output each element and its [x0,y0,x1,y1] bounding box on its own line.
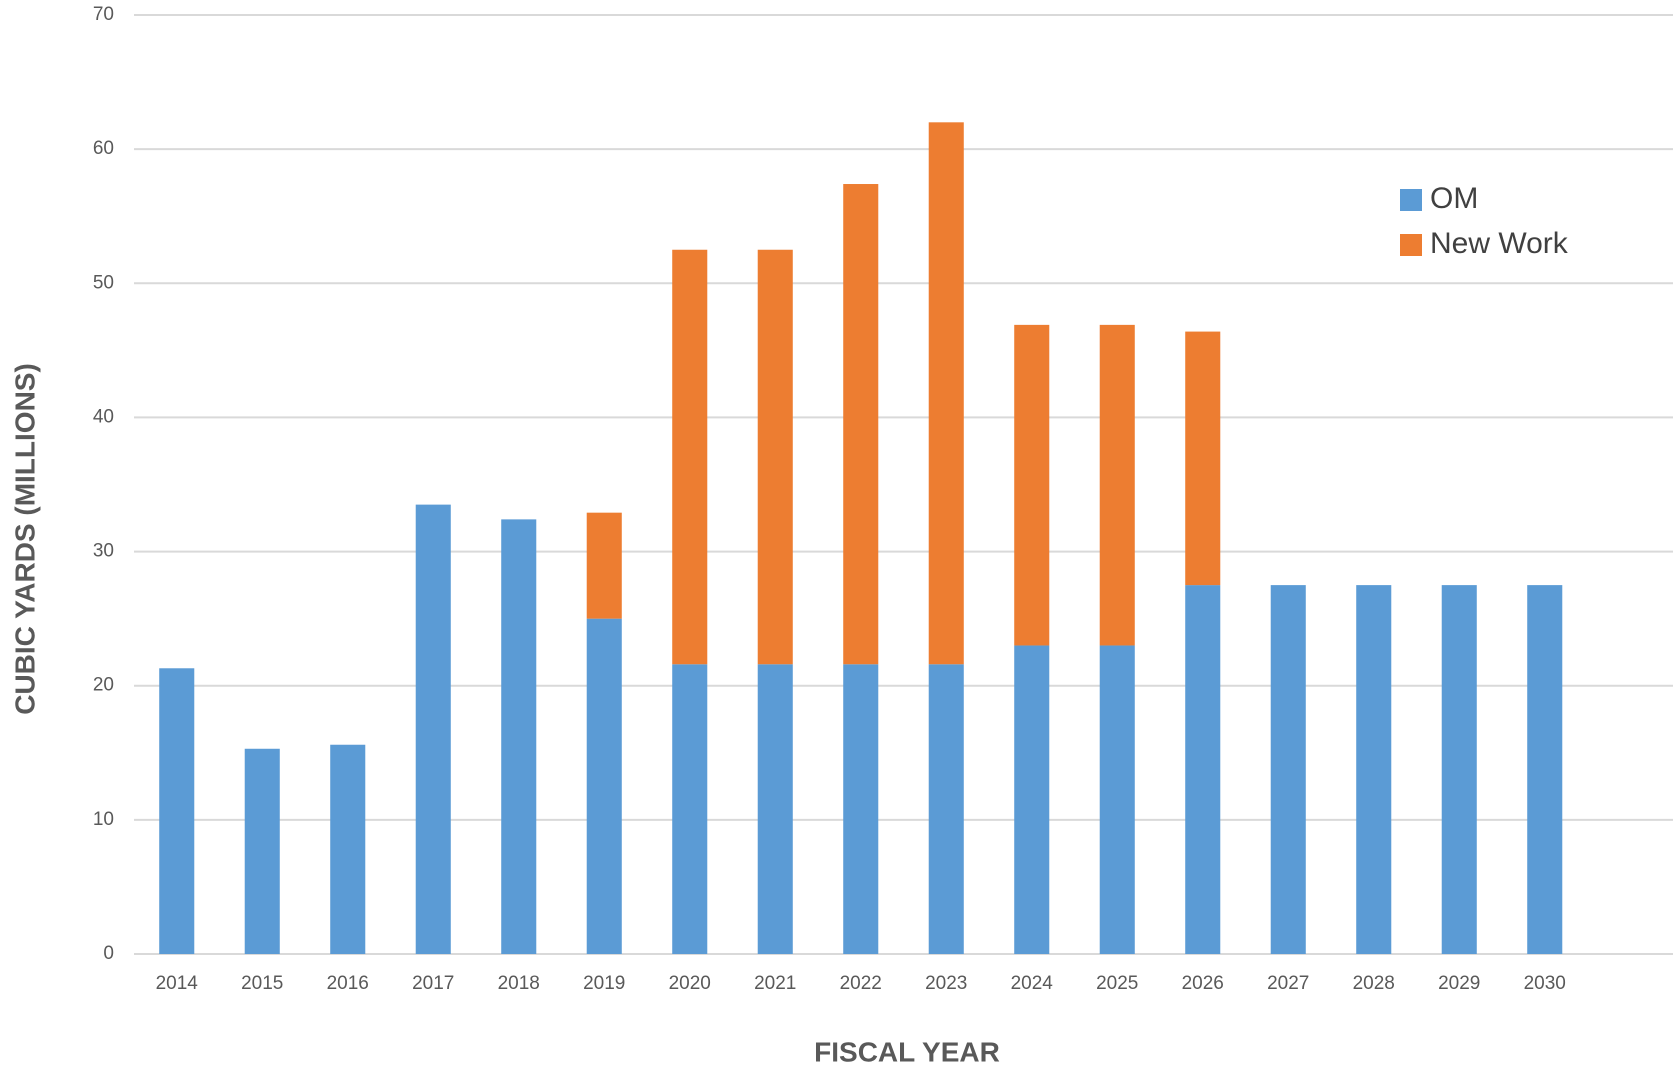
bar-segment [330,744,366,954]
legend-label: OM [1430,182,1478,215]
bar-segment [757,664,793,954]
x-tick-label: 2019 [583,973,625,994]
legend-swatch [1400,189,1422,211]
legend-swatch [1400,234,1422,256]
y-tick-label: 70 [93,4,114,25]
y-tick-label: 20 [93,675,114,696]
bar-segment [928,664,964,954]
y-tick-label: 30 [93,541,114,562]
x-axis-title: FISCAL YEAR [814,1036,1000,1067]
bar-segment [1270,585,1306,954]
bar-segment [1099,645,1135,954]
y-tick-label: 50 [93,272,114,293]
x-tick-label: 2014 [156,973,199,994]
x-tick-label: 2029 [1438,973,1480,994]
y-tick-label: 40 [93,406,114,427]
y-tick-label: 0 [103,943,114,964]
x-tick-label: 2017 [412,973,454,994]
x-tick-label: 2024 [1011,973,1054,994]
bar-segment [843,664,879,954]
bar-segment [159,668,195,954]
bar-segment [1014,645,1050,954]
bar-segment [757,249,793,665]
bar-segment [415,504,451,954]
bar-segment [586,512,622,619]
y-axis-title: CUBIC YARDS (MILLIONS) [9,363,40,715]
x-tick-label: 2026 [1182,973,1224,994]
x-tick-label: 2015 [241,973,283,994]
x-tick-label: 2028 [1353,973,1395,994]
bar-segment [928,122,964,665]
bar-segment [1099,324,1135,646]
x-tick-label: 2020 [669,973,711,994]
legend-label: New Work [1430,227,1569,260]
bar-segment [586,618,622,954]
x-tick-label: 2023 [925,973,967,994]
bar-segment [1185,331,1221,586]
bar-segment [501,519,537,954]
x-tick-label: 2022 [840,973,882,994]
bar-segment [672,664,708,954]
bar-segment [672,249,708,665]
y-tick-label: 10 [93,809,114,830]
x-tick-label: 2016 [327,973,369,994]
bar-segment [1185,585,1221,954]
bar-segment [843,184,879,665]
x-tick-label: 2027 [1267,973,1309,994]
y-tick-label: 60 [93,138,114,159]
bar-segment [1014,324,1050,646]
x-tick-label: 2018 [498,973,540,994]
bar-segment [1527,585,1563,954]
bar-segment [1441,585,1477,954]
x-tick-label: 2025 [1096,973,1138,994]
bar-segment [1356,585,1392,954]
bar-segment [244,748,280,954]
x-tick-label: 2021 [754,973,796,994]
x-tick-label: 2030 [1524,973,1566,994]
